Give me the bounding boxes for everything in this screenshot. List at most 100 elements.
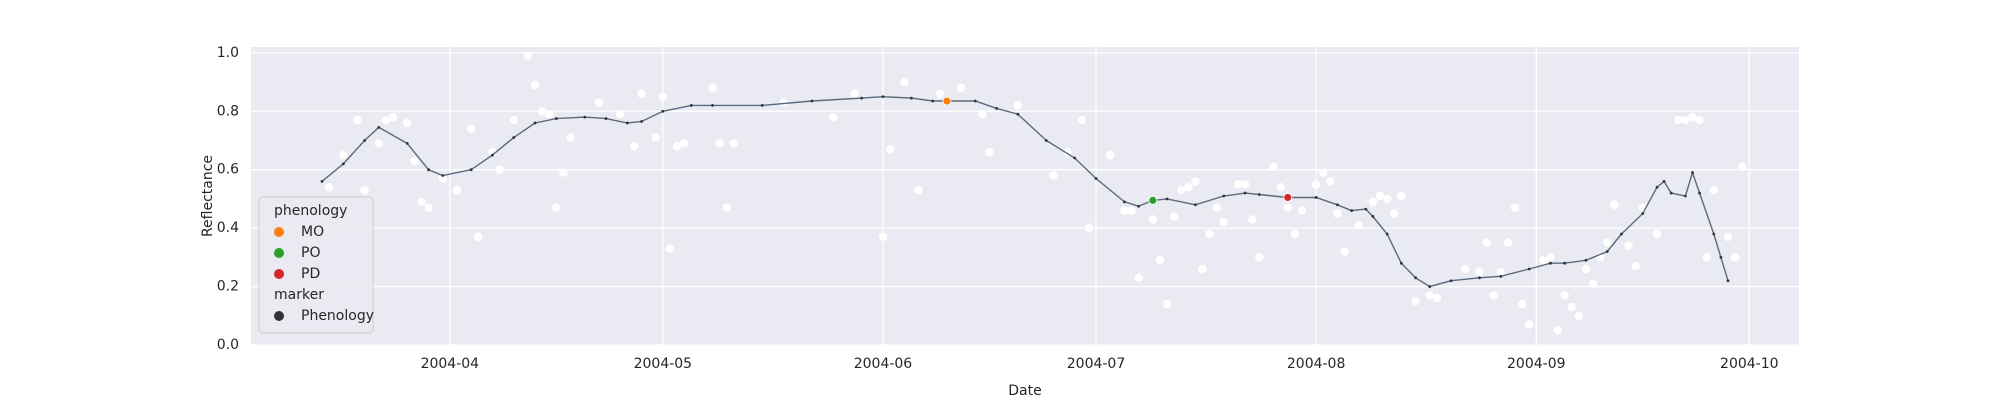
line-marker xyxy=(1165,197,1169,201)
raw-point xyxy=(1276,183,1285,192)
x-tick-label: 2004-04 xyxy=(421,356,480,372)
y-axis-label: Reflectance xyxy=(200,155,216,237)
raw-point xyxy=(388,112,398,122)
line-marker xyxy=(1123,200,1126,204)
line-marker xyxy=(1257,193,1261,196)
raw-point xyxy=(324,183,334,192)
raw-point xyxy=(665,244,675,253)
line-marker xyxy=(533,121,537,125)
raw-point xyxy=(552,203,561,212)
line-marker xyxy=(320,179,324,183)
y-tick-label: 0.6 xyxy=(217,162,239,178)
line-marker xyxy=(909,96,913,100)
legend-swatch xyxy=(274,227,284,237)
raw-point xyxy=(658,92,668,101)
raw-point xyxy=(1155,256,1165,265)
line-marker xyxy=(1662,179,1666,183)
raw-point xyxy=(1191,177,1200,186)
line-marker xyxy=(860,96,864,100)
raw-point xyxy=(488,147,497,157)
raw-point xyxy=(1390,209,1399,218)
raw-point xyxy=(530,80,540,90)
line-marker xyxy=(1549,261,1552,265)
line-marker xyxy=(711,104,714,107)
raw-point xyxy=(630,142,639,151)
line-marker xyxy=(1655,185,1659,189)
raw-point xyxy=(537,107,547,116)
raw-point xyxy=(1517,299,1527,309)
raw-point xyxy=(708,83,717,93)
raw-point xyxy=(1496,267,1505,277)
line-marker xyxy=(625,121,629,125)
raw-point xyxy=(1546,253,1555,262)
line-marker xyxy=(1726,279,1730,283)
raw-point xyxy=(1127,206,1136,215)
line-marker xyxy=(604,117,608,120)
line-marker xyxy=(583,115,587,119)
raw-point xyxy=(1695,115,1704,125)
line-marker xyxy=(427,168,430,172)
legend-title: marker xyxy=(274,287,324,303)
raw-point xyxy=(1326,177,1335,186)
raw-point xyxy=(1475,267,1484,277)
y-tick-label: 0.8 xyxy=(217,103,239,119)
raw-point xyxy=(1709,185,1718,195)
raw-point xyxy=(1610,200,1619,209)
line-marker xyxy=(1478,276,1481,280)
line-marker xyxy=(1563,261,1567,265)
raw-point xyxy=(1737,162,1747,171)
raw-point xyxy=(722,203,731,212)
raw-point xyxy=(466,124,476,134)
raw-point xyxy=(1674,115,1683,125)
raw-point xyxy=(594,98,604,107)
line-marker xyxy=(931,99,935,103)
legend-label: Phenology xyxy=(301,308,374,324)
line-marker xyxy=(1698,191,1701,195)
legend-swatch xyxy=(274,248,284,258)
raw-point xyxy=(1681,115,1690,125)
raw-point xyxy=(1375,191,1385,201)
raw-point xyxy=(417,197,426,207)
line-marker xyxy=(1016,112,1020,116)
raw-point xyxy=(1340,247,1349,256)
line-marker xyxy=(1243,191,1247,195)
raw-point xyxy=(1411,296,1420,306)
line-marker xyxy=(760,104,764,107)
raw-point xyxy=(637,89,646,98)
line-marker xyxy=(1314,196,1318,199)
x-tick-label: 2004-05 xyxy=(634,356,693,372)
raw-point xyxy=(850,89,859,98)
raw-point xyxy=(1581,264,1591,274)
y-tick-label: 0.0 xyxy=(217,337,239,353)
raw-point xyxy=(1248,215,1257,224)
line-marker xyxy=(1719,255,1723,259)
raw-point xyxy=(1688,112,1697,122)
raw-point xyxy=(900,77,909,87)
raw-point xyxy=(829,112,838,122)
raw-point xyxy=(1603,238,1612,247)
raw-point xyxy=(1106,150,1115,160)
raw-point xyxy=(1524,320,1534,329)
raw-point xyxy=(1184,183,1193,192)
raw-point xyxy=(360,185,369,195)
legend-box xyxy=(258,196,374,334)
line-marker xyxy=(1584,258,1588,262)
line-marker xyxy=(1414,276,1417,280)
x-tick-label: 2004-10 xyxy=(1720,356,1779,372)
raw-point xyxy=(1333,209,1342,218)
line-marker xyxy=(491,153,494,157)
raw-point xyxy=(559,168,568,177)
raw-point xyxy=(1730,253,1740,262)
line-marker xyxy=(377,125,381,129)
line-marker xyxy=(1620,232,1623,236)
raw-point xyxy=(410,156,419,166)
raw-point xyxy=(878,232,888,242)
line-marker xyxy=(1527,267,1531,271)
raw-point xyxy=(935,89,944,98)
line-marker xyxy=(1385,232,1389,236)
line-marker xyxy=(1641,212,1645,215)
x-tick-label: 2004-07 xyxy=(1067,356,1126,372)
raw-point xyxy=(956,83,966,93)
raw-point xyxy=(715,139,724,148)
